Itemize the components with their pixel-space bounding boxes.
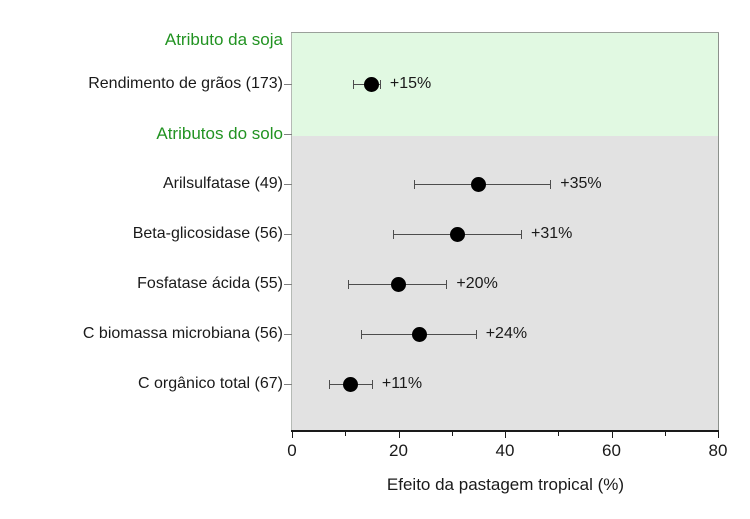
error-bar-cap-high [550, 180, 552, 189]
x-axis-major-tick [398, 432, 400, 438]
y-axis-category-tick [284, 84, 292, 85]
error-bar-cap-low [347, 280, 349, 289]
plot-frame-right [718, 33, 719, 430]
group-header-label: Atributo da soja [164, 30, 283, 49]
x-axis-tick-label: 20 [389, 441, 408, 460]
error-bar-cap-low [414, 180, 416, 189]
y-axis-category-tick [284, 184, 292, 185]
x-axis-minor-tick [345, 432, 347, 436]
x-axis-minor-tick [664, 432, 666, 436]
x-axis-title: Efeito da pastagem tropical (%) [386, 475, 625, 494]
category-label: C orgânico total (67) [138, 375, 283, 392]
error-bar-cap-high [475, 330, 477, 339]
y-axis-category-tick [284, 384, 292, 385]
y-axis-category-tick [284, 284, 292, 285]
solo-attributes-band [292, 136, 718, 430]
category-label: C biomassa microbiana (56) [82, 325, 283, 342]
effect-size-label: +11% [381, 375, 423, 392]
error-bar-cap-high [446, 280, 448, 289]
error-bar-cap-high [371, 380, 373, 389]
plot-frame-top [291, 32, 719, 33]
x-axis-major-tick [292, 432, 293, 438]
y-axis-category-tick [284, 334, 292, 335]
effect-size-label: +35% [560, 175, 602, 192]
data-point-marker [343, 377, 359, 392]
effect-size-label: +20% [456, 275, 498, 292]
y-axis-category-tick [284, 134, 292, 135]
effect-size-label: +31% [530, 225, 573, 242]
error-bar-cap-high [379, 80, 381, 89]
x-axis-major-tick [718, 432, 719, 438]
x-axis-tick-label: 80 [708, 441, 728, 460]
category-label: Beta-glicosidase (56) [132, 225, 283, 242]
x-axis-tick-label: 60 [602, 441, 621, 460]
error-bar-cap-low [353, 80, 355, 89]
plot-frame-left [291, 33, 292, 430]
error-bar-cap-low [361, 330, 363, 339]
effect-size-label: +24% [485, 325, 528, 342]
error-bar-cap-low [329, 380, 331, 389]
x-axis-line [291, 430, 719, 432]
data-point-marker [364, 77, 380, 92]
category-label: Arilsulfatase (49) [162, 175, 283, 192]
effect-size-label: +15% [389, 75, 432, 92]
data-point-marker [412, 327, 428, 342]
y-axis-category-tick [284, 234, 292, 235]
x-axis-major-tick [611, 432, 613, 438]
data-point-marker [391, 277, 406, 292]
x-axis-tick-label: 40 [495, 441, 515, 460]
category-label: Rendimento de grãos (173) [88, 75, 283, 92]
x-axis-minor-tick [558, 432, 560, 436]
error-bar-cap-low [393, 230, 395, 239]
x-axis-tick-label: 0 [287, 441, 297, 460]
error-bar-cap-high [520, 230, 522, 239]
category-label: Fosfatase ácida (55) [137, 275, 283, 292]
data-point-marker [449, 227, 465, 242]
x-axis-major-tick [505, 432, 506, 438]
group-header-label: Atributos do solo [156, 124, 283, 143]
data-point-marker [470, 177, 486, 192]
x-axis-minor-tick [451, 432, 453, 436]
